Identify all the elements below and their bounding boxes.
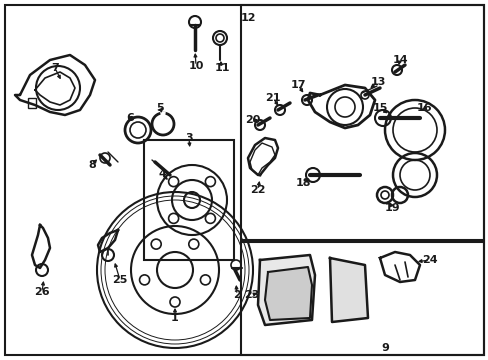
Text: 6: 6 (126, 113, 134, 123)
Text: 24: 24 (421, 255, 437, 265)
Text: 23: 23 (244, 290, 259, 300)
Text: 19: 19 (385, 203, 400, 213)
Text: 14: 14 (391, 55, 407, 65)
Bar (241, 242, 483, 355)
Text: 10: 10 (188, 61, 203, 71)
Bar (143, 140, 234, 260)
Polygon shape (329, 258, 367, 322)
Text: 26: 26 (34, 287, 50, 297)
Text: 13: 13 (369, 77, 385, 87)
Text: 12: 12 (240, 13, 255, 23)
Text: 22: 22 (250, 185, 265, 195)
Text: 18: 18 (295, 178, 310, 188)
Text: 8: 8 (88, 160, 96, 170)
Text: 3: 3 (185, 133, 192, 143)
Polygon shape (264, 267, 311, 320)
Bar (28, 98, 36, 108)
Text: 15: 15 (371, 103, 387, 113)
Text: 5: 5 (156, 103, 163, 113)
Text: 21: 21 (264, 93, 280, 103)
Text: 9: 9 (380, 343, 388, 353)
Text: 25: 25 (112, 275, 127, 285)
Wedge shape (161, 112, 165, 124)
Text: 1: 1 (171, 313, 179, 323)
Text: 17: 17 (290, 80, 305, 90)
Bar (241, 5, 483, 240)
Text: 2: 2 (233, 290, 241, 300)
Text: 20: 20 (245, 115, 260, 125)
Text: 4: 4 (158, 169, 165, 179)
Text: 7: 7 (51, 63, 59, 73)
Text: 16: 16 (416, 103, 432, 113)
Polygon shape (258, 255, 314, 325)
Text: 11: 11 (214, 63, 229, 73)
